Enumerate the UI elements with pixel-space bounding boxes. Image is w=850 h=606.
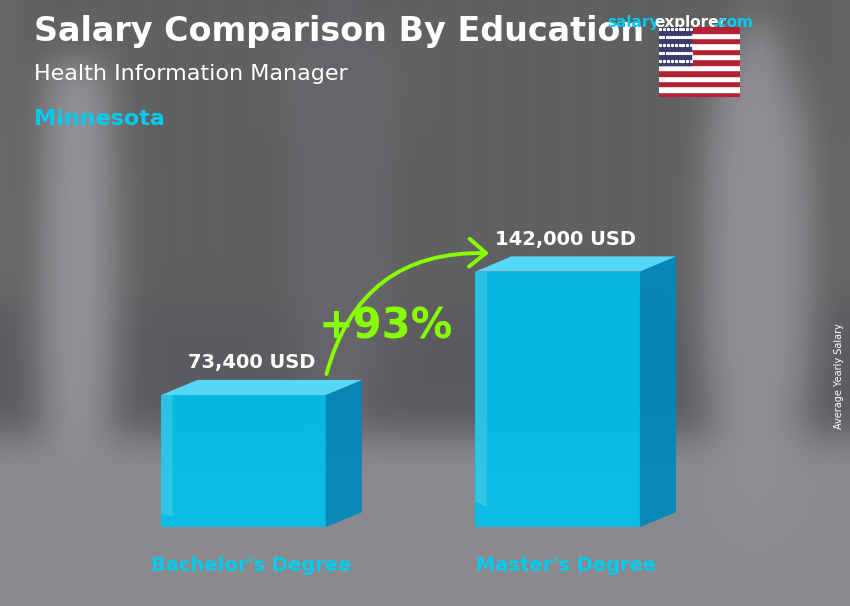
Bar <box>659 86 740 92</box>
Polygon shape <box>475 271 487 507</box>
Polygon shape <box>162 395 326 527</box>
Bar <box>659 54 740 59</box>
Polygon shape <box>640 256 676 527</box>
Bar <box>659 81 740 86</box>
Polygon shape <box>475 271 640 527</box>
Text: Average Yearly Salary: Average Yearly Salary <box>834 323 844 428</box>
Bar <box>659 27 691 65</box>
Text: Minnesota: Minnesota <box>34 109 165 129</box>
Text: Bachelor's Degree: Bachelor's Degree <box>151 556 352 574</box>
Text: +93%: +93% <box>319 305 453 347</box>
Bar <box>659 59 740 65</box>
Text: Health Information Manager: Health Information Manager <box>34 64 348 84</box>
Bar <box>659 27 740 33</box>
Polygon shape <box>162 395 173 517</box>
Text: explorer: explorer <box>654 15 727 30</box>
Polygon shape <box>326 380 362 527</box>
Text: 73,400 USD: 73,400 USD <box>188 353 315 372</box>
Text: Salary Comparison By Education: Salary Comparison By Education <box>34 15 644 48</box>
FancyArrowPatch shape <box>326 239 486 374</box>
Bar <box>659 48 740 54</box>
Polygon shape <box>475 256 676 271</box>
Polygon shape <box>162 380 362 395</box>
Bar <box>659 65 740 70</box>
Bar <box>659 38 740 44</box>
Bar <box>659 33 740 38</box>
Text: salary: salary <box>608 15 660 30</box>
Bar <box>659 92 740 97</box>
Bar <box>659 70 740 76</box>
Text: 142,000 USD: 142,000 USD <box>496 230 637 248</box>
Bar <box>659 76 740 81</box>
Text: .com: .com <box>712 15 753 30</box>
Bar <box>659 44 740 48</box>
Text: Master's Degree: Master's Degree <box>476 556 656 574</box>
